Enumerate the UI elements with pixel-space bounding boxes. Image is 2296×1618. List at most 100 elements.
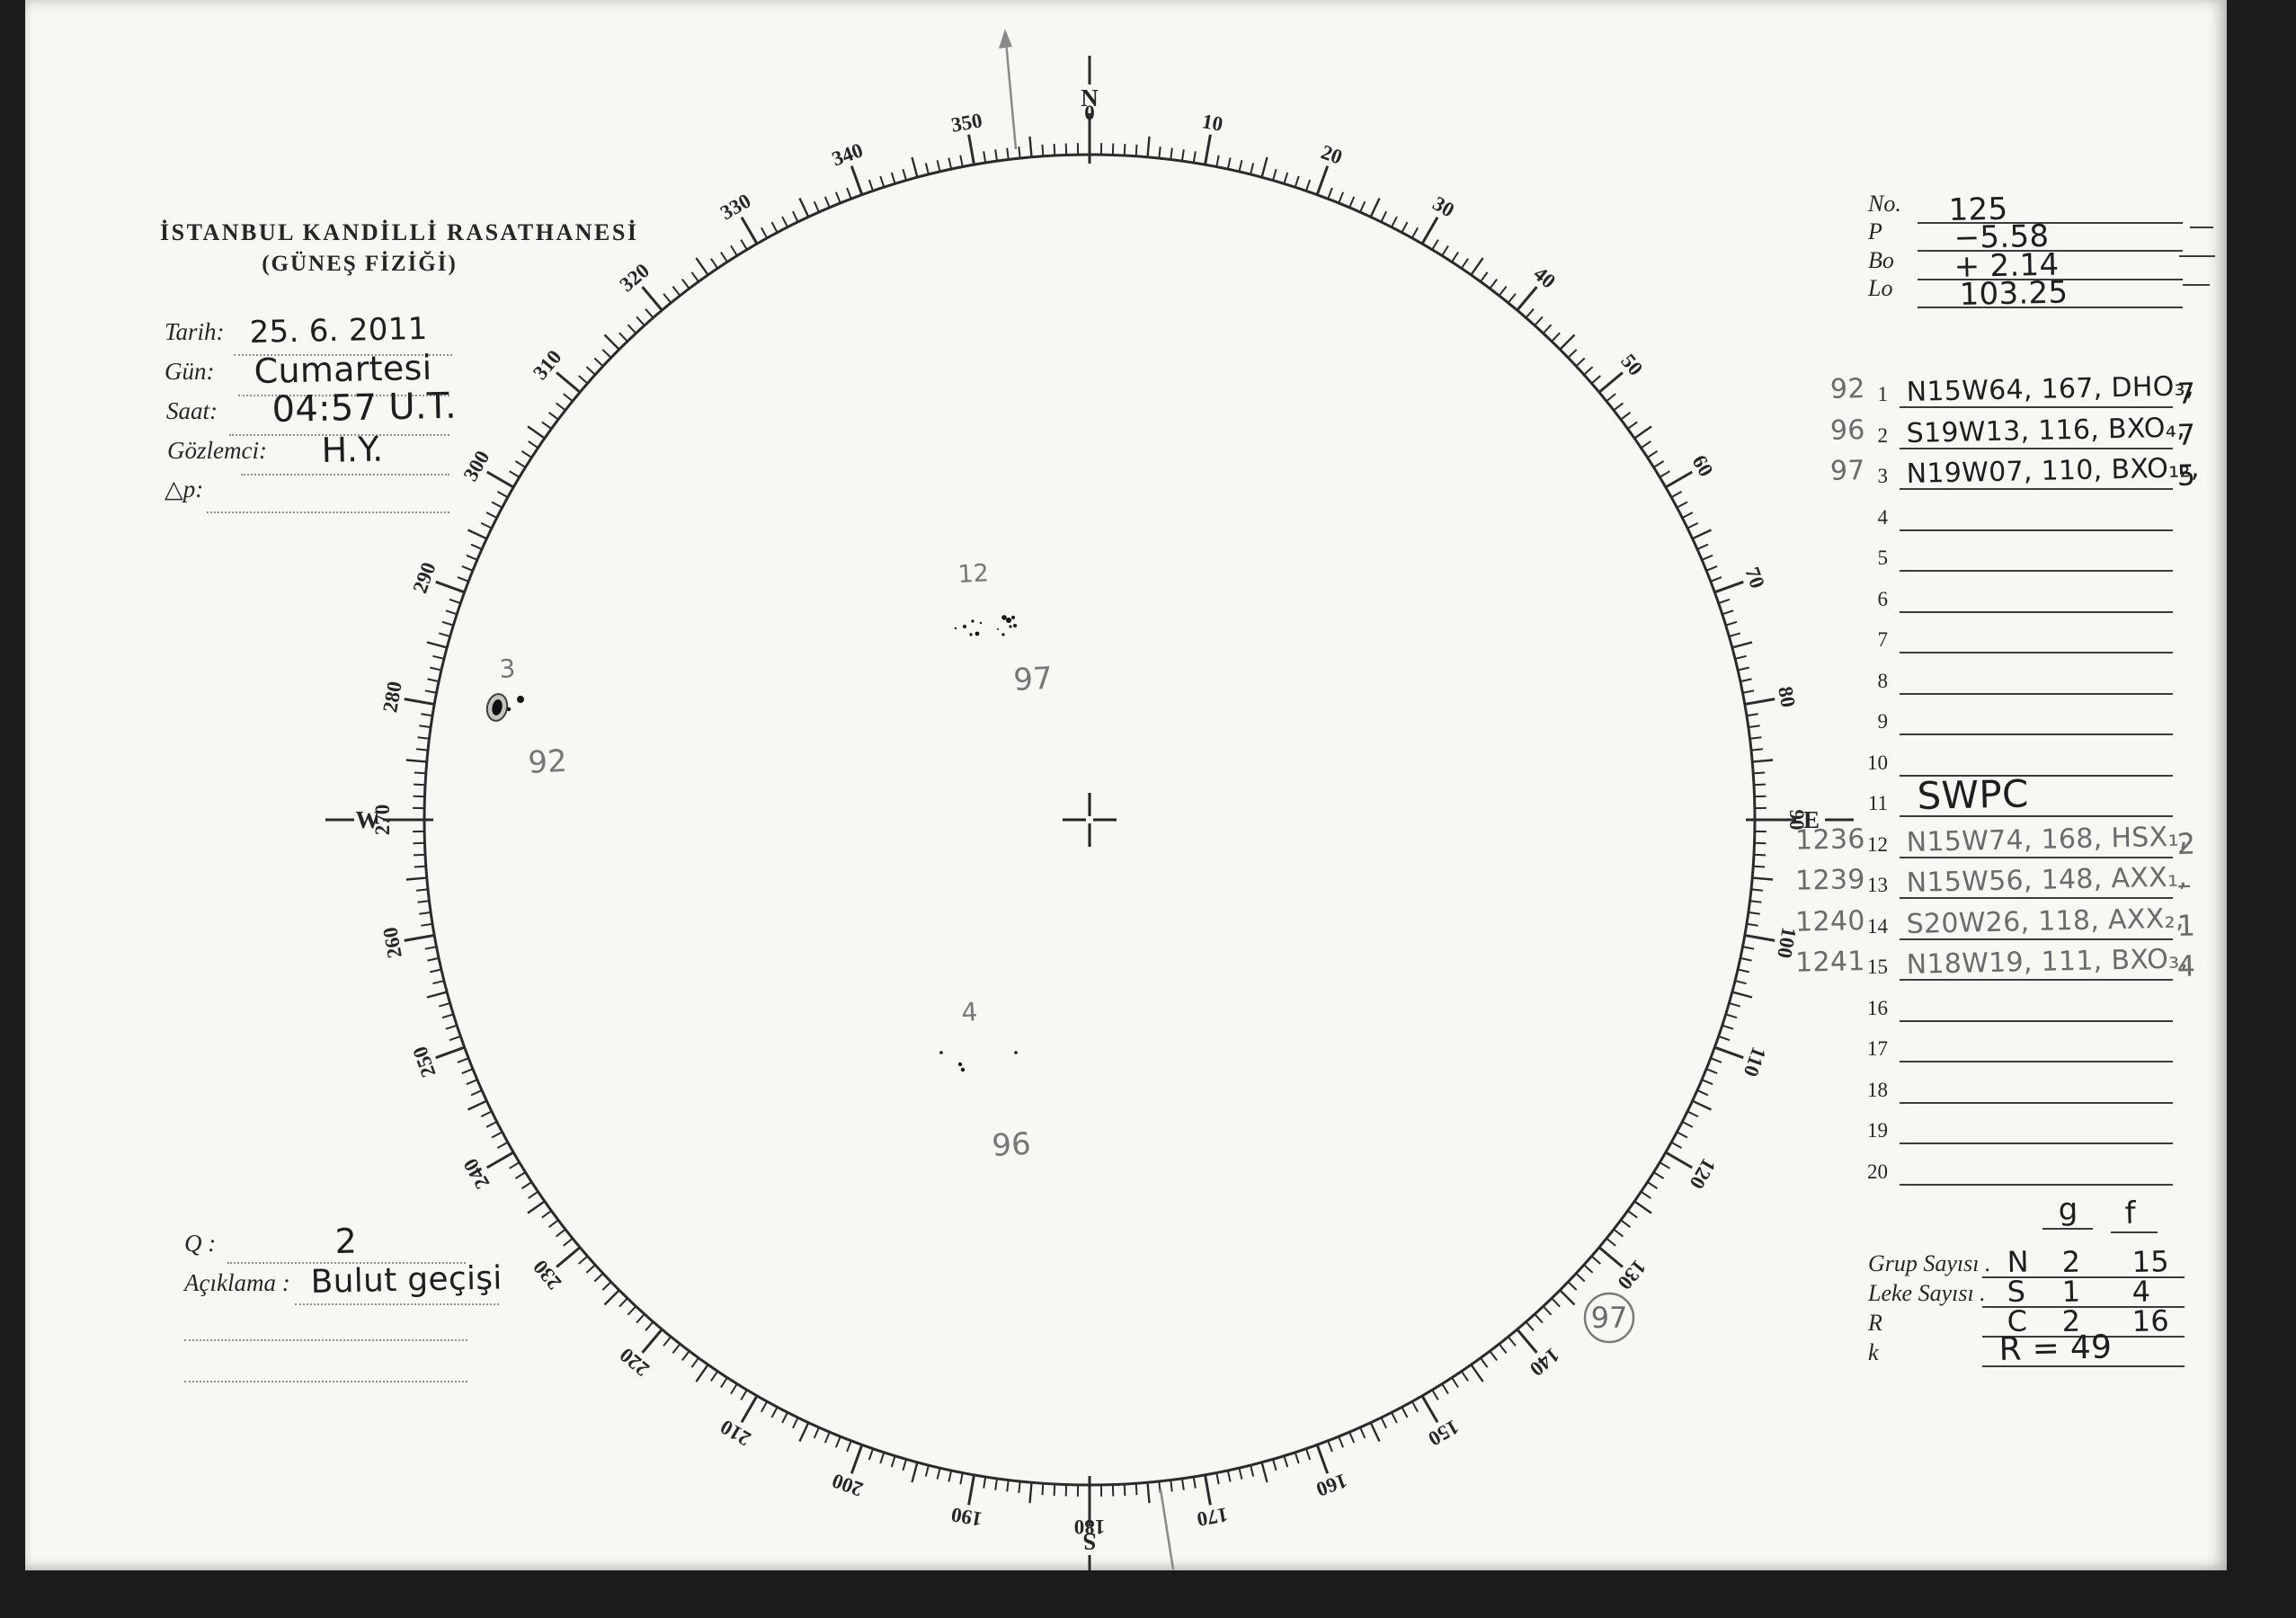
ephemeris-tail-dash <box>2190 227 2213 228</box>
row-entry-count: 7 <box>2176 376 2196 411</box>
degree-tick <box>1664 1151 1694 1169</box>
degree-label: 130 <box>1614 1256 1651 1294</box>
degree-tick <box>419 725 432 729</box>
form-field-label: Gözlemci: <box>167 437 267 464</box>
degree-tick <box>593 357 605 368</box>
degree-tick <box>1369 1421 1381 1443</box>
sunspot-group-label: 97 <box>1012 661 1053 698</box>
row-entry-text: N15W56, 148, AXX₁, <box>1906 861 2188 899</box>
sunspot <box>1011 616 1015 619</box>
aciklama-label: Açıklama : <box>184 1269 290 1296</box>
degree-label: 30 <box>1429 191 1458 221</box>
degree-label: 350 <box>949 109 983 137</box>
degree-tick <box>1741 946 1755 950</box>
degree-tick <box>1326 187 1333 200</box>
degree-tick <box>770 1406 779 1418</box>
summary-header-f-underline <box>2111 1231 2158 1233</box>
degree-tick <box>813 200 821 214</box>
degree-tick <box>1018 146 1021 160</box>
degree-tick <box>868 179 875 192</box>
form-field-line <box>238 395 449 396</box>
degree-tick <box>470 1089 484 1097</box>
degree-tick <box>480 1110 494 1118</box>
cardinal-letter: E <box>1803 806 1820 833</box>
degree-tick <box>496 1141 510 1149</box>
degree-tick <box>1558 1288 1576 1306</box>
row-number: 10 <box>1867 751 1888 774</box>
degree-tick <box>1380 1416 1388 1429</box>
degree-tick <box>555 1228 567 1238</box>
degree-tick <box>1460 258 1469 270</box>
cardinal-letter: S <box>1082 1528 1096 1555</box>
degree-tick <box>1006 147 1010 161</box>
row-entry-text: N19W07, 110, BXO₁₂, <box>1906 452 2200 490</box>
row-line <box>1900 488 2173 490</box>
solar-limb-circle <box>423 153 1757 1487</box>
degree-tick <box>417 900 431 903</box>
degree-tick <box>1215 155 1220 168</box>
degree-tick <box>1745 922 1758 927</box>
sunspot <box>1013 624 1017 627</box>
sunspot <box>517 696 524 703</box>
degree-tick <box>868 1447 875 1461</box>
degree-tick <box>823 1430 832 1444</box>
disk-center-cross <box>1063 793 1117 847</box>
degree-label: 150 <box>1425 1416 1463 1451</box>
degree-tick <box>994 1477 999 1490</box>
degree-tick <box>1440 244 1449 257</box>
degree-tick <box>1717 598 1731 605</box>
degree-tick <box>421 922 434 927</box>
degree-tick <box>1533 1312 1544 1324</box>
degree-tick <box>1401 221 1409 234</box>
degree-tick <box>1633 425 1652 440</box>
degree-tick <box>1550 1296 1561 1308</box>
summary-cell: N <box>2007 1244 2030 1279</box>
sunspot-group-label: 96 <box>991 1126 1031 1164</box>
degree-tick <box>663 1335 672 1347</box>
degree-tick <box>603 333 621 351</box>
degree-tick <box>415 888 430 892</box>
degree-tick <box>1724 1013 1738 1019</box>
degree-label: 140 <box>1526 1344 1563 1381</box>
degree-label: 190 <box>949 1503 983 1531</box>
degree-tick <box>791 1416 799 1429</box>
degree-tick <box>1619 412 1632 422</box>
degree-tick <box>959 1471 964 1485</box>
row-line <box>1900 775 2173 777</box>
degree-tick <box>983 1475 987 1489</box>
degree-tick <box>761 227 769 240</box>
row-line <box>1900 897 2173 899</box>
degree-tick <box>645 1320 654 1331</box>
degree-label: 120 <box>1686 1155 1721 1193</box>
row-entry-count: – <box>2176 867 2193 902</box>
degree-tick <box>740 216 759 245</box>
row-entry-count: 2 <box>2176 826 2196 861</box>
degree-tick <box>1041 144 1045 157</box>
degree-tick <box>578 1255 589 1265</box>
degree-tick <box>1226 1469 1232 1482</box>
row-number: 19 <box>1867 1119 1888 1142</box>
degree-tick <box>1743 698 1775 707</box>
degree-label: 280 <box>378 680 406 714</box>
degree-tick <box>1315 165 1330 197</box>
degree-tick <box>1215 1471 1220 1485</box>
form-field-value: H.Y. <box>321 429 384 470</box>
sunspot <box>971 619 974 623</box>
degree-tick <box>1170 147 1173 161</box>
degree-tick <box>695 1363 710 1382</box>
summary-row-line <box>1982 1276 2185 1278</box>
degree-tick <box>1479 1356 1489 1368</box>
observation-sheet: 10 20 30 40 50 60 70 80 100 110 120 130 140 150 160 170… <box>25 0 2227 1570</box>
ephemeris-line <box>1918 250 2183 252</box>
degree-tick <box>601 349 613 360</box>
degree-tick <box>527 425 547 440</box>
degree-tick <box>850 1443 864 1474</box>
degree-tick <box>730 1382 739 1395</box>
solar-disk-chart: 1020304050607080100110120130140150160170… <box>325 29 1854 1570</box>
degree-tick <box>1146 136 1151 158</box>
degree-tick <box>1558 333 1576 351</box>
degree-label: 220 <box>616 1344 654 1381</box>
ephemeris-line <box>1918 307 2183 308</box>
degree-label: 20 <box>1318 140 1345 168</box>
